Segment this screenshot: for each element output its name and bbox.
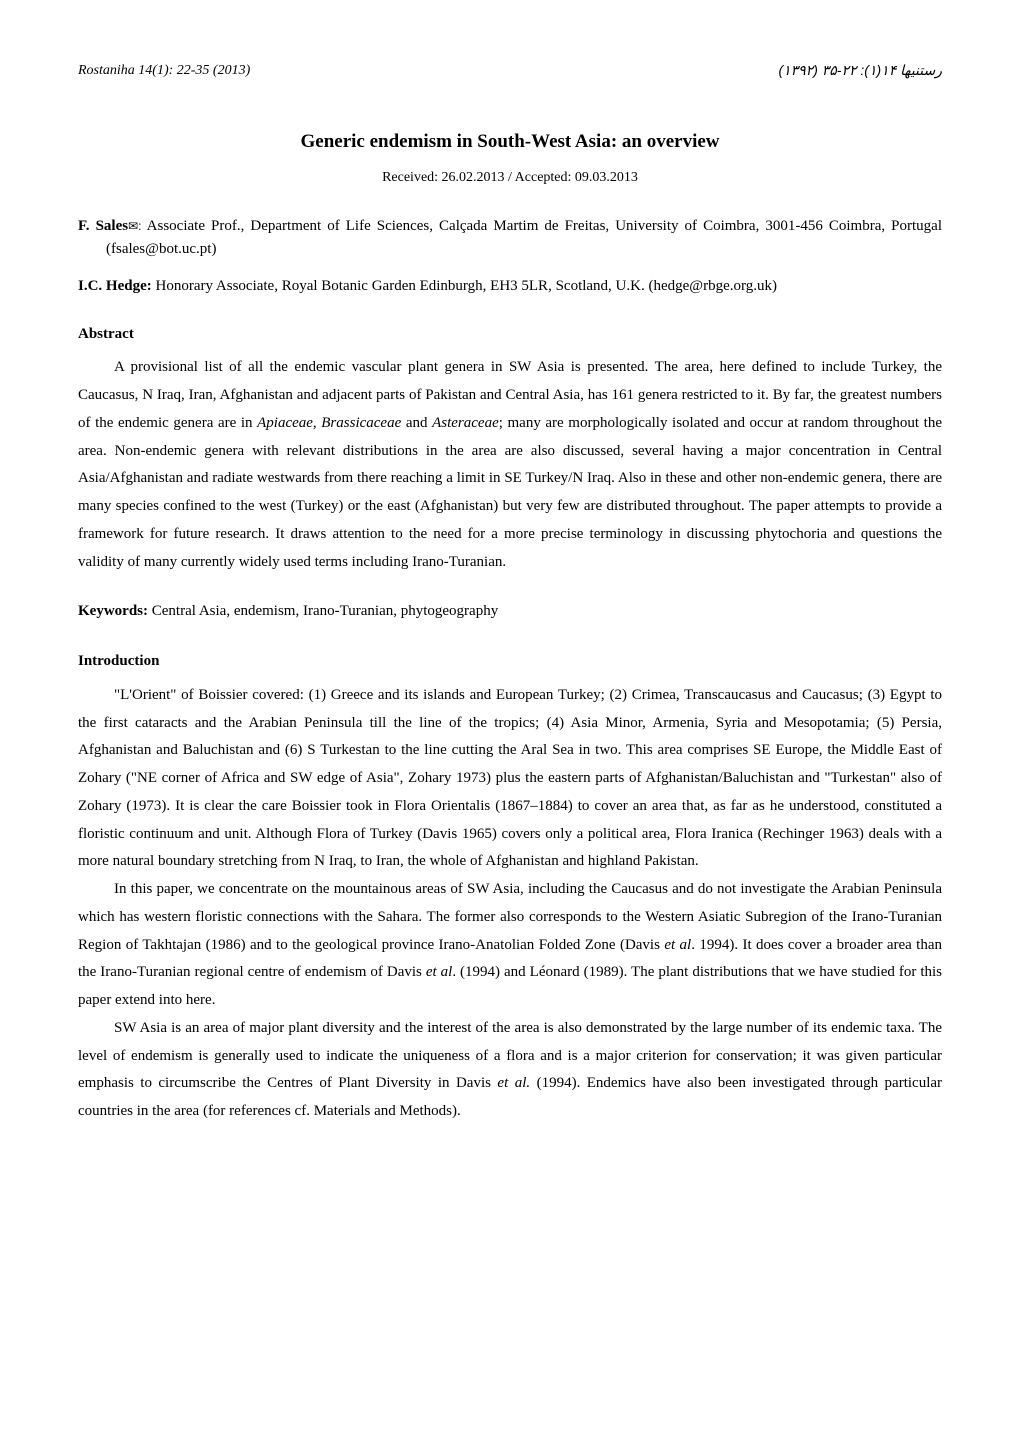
keywords-line: Keywords: Central Asia, endemism, Irano-…	[78, 598, 942, 626]
abstract-paragraph: A provisional list of all the endemic va…	[78, 354, 942, 576]
author-name: I.C. Hedge:	[78, 278, 152, 294]
author-name: F. Sales	[78, 218, 128, 234]
latin-phrase: et al	[664, 937, 691, 953]
envelope-icon: ✉:	[128, 219, 141, 233]
introduction-paragraph: In this paper, we concentrate on the mou…	[78, 876, 942, 1015]
latin-phrase: et al.	[497, 1075, 530, 1091]
abstract-heading: Abstract	[78, 321, 942, 349]
introduction-heading: Introduction	[78, 648, 942, 676]
author-entry: F. Sales✉: Associate Prof., Department o…	[78, 215, 942, 262]
running-header: Rostaniha 14(1): 22-35 (2013) رستنیها ۱۴…	[78, 58, 942, 84]
taxon-name: Brassicaceae	[321, 415, 401, 431]
keywords-label: Keywords:	[78, 603, 148, 619]
introduction-paragraph: SW Asia is an area of major plant divers…	[78, 1015, 942, 1126]
taxon-name: Apiaceae	[257, 415, 313, 431]
header-left: Rostaniha 14(1): 22-35 (2013)	[78, 58, 250, 84]
taxon-name: Asteraceae	[432, 415, 499, 431]
author-affiliation: Associate Prof., Department of Life Scie…	[106, 218, 942, 257]
abstract-text: ; many are morphologically isolated and …	[78, 415, 942, 570]
abstract-text: ,	[313, 415, 321, 431]
abstract-text: and	[401, 415, 432, 431]
header-right: رستنیها ۱۴(۱): ۲۲-۳۵ (۱۳۹۲)	[778, 58, 942, 84]
author-entry: I.C. Hedge: Honorary Associate, Royal Bo…	[78, 275, 942, 298]
received-accepted-line: Received: 26.02.2013 / Accepted: 09.03.2…	[78, 165, 942, 191]
introduction-paragraph: "L'Orient" of Boissier covered: (1) Gree…	[78, 682, 942, 876]
author-affiliation: Honorary Associate, Royal Botanic Garden…	[152, 278, 777, 294]
keywords-text: Central Asia, endemism, Irano-Turanian, …	[148, 603, 498, 619]
paper-title: Generic endemism in South-West Asia: an …	[78, 124, 942, 159]
latin-phrase: et al	[426, 964, 452, 980]
